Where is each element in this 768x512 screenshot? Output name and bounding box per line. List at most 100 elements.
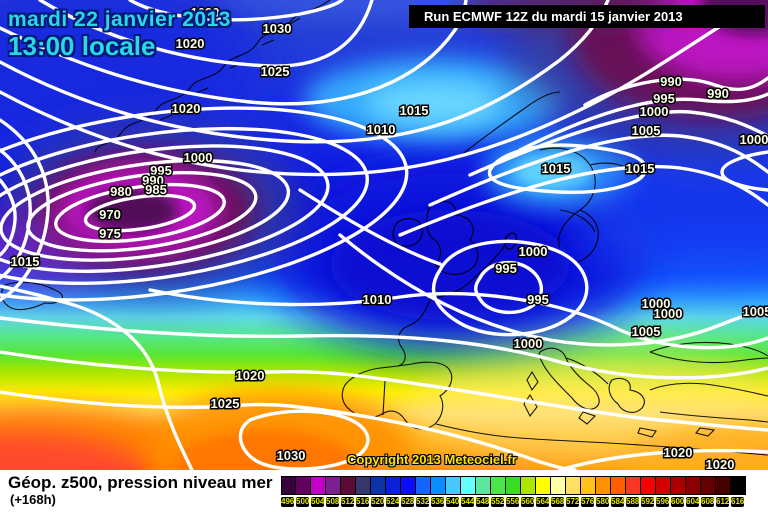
legend-value: 504 [311, 497, 325, 507]
isobar-label: 1020 [706, 457, 735, 470]
legend-value: 540 [446, 497, 460, 507]
legend-swatch [521, 476, 536, 495]
legend-swatch [656, 476, 671, 495]
legend-swatch [341, 476, 356, 495]
legend-swatch [551, 476, 566, 495]
legend-swatch [716, 476, 731, 495]
legend-swatch [416, 476, 431, 495]
legend-swatch [356, 476, 371, 495]
legend-value: 612 [716, 497, 730, 507]
isobar-label: 995 [653, 91, 675, 106]
isobar-label: 1025 [211, 396, 240, 411]
isobar-label: 1000 [740, 132, 768, 147]
legend-swatch [641, 476, 656, 495]
legend-value: 560 [521, 497, 535, 507]
legend-swatch [476, 476, 491, 495]
isobar-label: 1015 [626, 161, 655, 176]
legend-swatch [581, 476, 596, 495]
legend-value: 532 [416, 497, 430, 507]
isobar-label: 1015 [400, 103, 429, 118]
isobars [0, 0, 768, 470]
legend-swatch [296, 476, 311, 495]
legend-swatch [626, 476, 641, 495]
isobar-label: 1030 [191, 5, 220, 20]
legend-swatch [536, 476, 551, 495]
isobar-label: 1000 [654, 306, 683, 321]
isobar-label: 1020 [176, 36, 205, 51]
isobar-label: 975 [99, 226, 121, 241]
legend-value: 556 [506, 497, 520, 507]
legend-value: 576 [581, 497, 595, 507]
isobar-label: 1000 [640, 104, 669, 119]
legend-value: 544 [461, 497, 475, 507]
legend-swatch [491, 476, 506, 495]
isobar-label: 980 [110, 184, 132, 199]
legend-swatch [671, 476, 686, 495]
legend-value: 528 [401, 497, 415, 507]
legend-swatch [371, 476, 386, 495]
legend-swatch [731, 476, 746, 495]
map-parameter-title: Géop. z500, pression niveau mer [8, 473, 273, 492]
legend-value: 600 [671, 497, 685, 507]
isobar-label: 1000 [184, 150, 213, 165]
legend-value: 608 [701, 497, 715, 507]
isobar-label: 1020 [664, 445, 693, 460]
footer-bar: Géop. z500, pression niveau mer (+168h) … [0, 470, 768, 512]
isobar-label: 1010 [363, 292, 392, 307]
map-date: mardi 22 janvier 2013 [8, 8, 231, 31]
legend-swatch [611, 476, 626, 495]
legend-swatch [311, 476, 326, 495]
legend-value: 516 [356, 497, 370, 507]
legend-value: 592 [641, 497, 655, 507]
legend-value: 564 [536, 497, 550, 507]
legend-value: 512 [341, 497, 355, 507]
legend-value: 584 [611, 497, 625, 507]
legend-value: 572 [566, 497, 580, 507]
isobar-label: 1015 [11, 254, 40, 269]
isobar-label: 1000 [514, 336, 543, 351]
isobar-label: 990 [142, 173, 164, 188]
legend-labels: 496 500 504 508 512 516 520 524 528 532 536 540 544 5… [281, 497, 747, 507]
legend-value: 548 [476, 497, 490, 507]
legend-swatch [686, 476, 701, 495]
isobar-label: 1000 [519, 244, 548, 259]
legend-swatch [566, 476, 581, 495]
isobar-label: 990 [707, 86, 729, 101]
legend-swatch [386, 476, 401, 495]
isobar-label: 1005 [632, 324, 661, 339]
isobar-label: 985 [145, 182, 167, 197]
isobar-label: 990 [660, 74, 682, 89]
legend-swatch [401, 476, 416, 495]
legend-value: 500 [296, 497, 310, 507]
legend-value: 508 [326, 497, 340, 507]
copyright-text: Copyright 2013 Meteociel.fr [347, 452, 517, 467]
legend-value: 520 [371, 497, 385, 507]
isobar-label: 1005 [632, 123, 661, 138]
legend-swatch [506, 476, 521, 495]
legend-value: 524 [386, 497, 400, 507]
isobar-label: 1020 [172, 101, 201, 116]
color-scale-legend: 496 500 504 508 512 516 520 524 528 532 536 540 544 5… [281, 476, 747, 507]
forecast-hour: (+168h) [10, 492, 56, 507]
isobar-label: 1010 [367, 122, 396, 137]
legend-value: 552 [491, 497, 505, 507]
isobar-label: 1025 [261, 64, 290, 79]
isobar-label: 995 [150, 163, 172, 178]
isobar-label: 1015 [542, 161, 571, 176]
legend-swatch [281, 476, 296, 495]
legend-swatch [326, 476, 341, 495]
legend-swatch [446, 476, 461, 495]
map-image[interactable]: 1030 1020 1030 1025 1020 1015 1010 1000 995 990 98… [0, 0, 768, 470]
isobar-label: 1030 [263, 21, 292, 36]
isobar-label: 1020 [236, 368, 265, 383]
map-local-time: 13:00 locale [8, 31, 156, 61]
legend-value: 588 [626, 497, 640, 507]
isobar-label: 995 [495, 261, 517, 276]
legend-value: 568 [551, 497, 565, 507]
legend-swatch [596, 476, 611, 495]
legend-swatch [461, 476, 476, 495]
legend-swatch [431, 476, 446, 495]
